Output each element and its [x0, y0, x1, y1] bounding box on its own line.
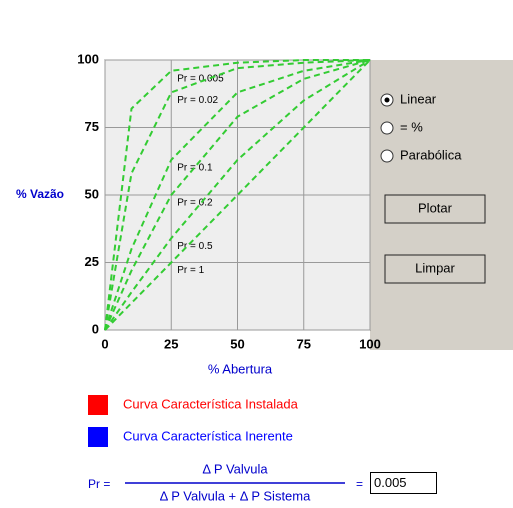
- pr-input-box[interactable]: 0.005: [370, 472, 440, 498]
- radio-label[interactable]: = %: [400, 119, 423, 134]
- y-tick-label: 75: [85, 119, 99, 134]
- button-label[interactable]: Plotar: [418, 200, 453, 215]
- curve-label: Pr = 0.02: [177, 95, 218, 106]
- x-tick-label: 0: [101, 336, 108, 351]
- curve-label: Pr = 0.2: [177, 198, 213, 209]
- y-tick-label: 50: [85, 186, 99, 201]
- curve-label: Pr = 0.005: [177, 73, 224, 84]
- y-tick-label: 100: [77, 51, 99, 66]
- formula-equals: =: [356, 477, 363, 491]
- x-tick-label: 50: [230, 336, 244, 351]
- y-tick-label: 0: [92, 321, 99, 336]
- legend-swatch: [88, 427, 108, 447]
- formula-lhs: Pr =: [88, 477, 110, 491]
- formula-denominator: Δ P Valvula + Δ P Sistema: [160, 488, 311, 503]
- radio-button[interactable]: [381, 122, 393, 134]
- screen: % Abertura % Vazão 0.005 0 25 50 75 100 0 25 50…: [0, 0, 513, 508]
- radio-button[interactable]: [381, 150, 393, 162]
- curve-label: Pr = 1: [177, 265, 204, 276]
- pr-input[interactable]: 0.005: [370, 472, 437, 494]
- y-tick-label: 25: [85, 254, 99, 269]
- x-tick-label: 75: [297, 336, 311, 351]
- legend-swatch: [88, 395, 108, 415]
- curve-label: Pr = 0.1: [177, 163, 213, 174]
- y-axis-label: % Vazão: [16, 187, 64, 201]
- legend-label: Curva Característica Inerente: [123, 428, 293, 443]
- radio-dot: [385, 98, 390, 103]
- legend-label: Curva Característica Instalada: [123, 396, 299, 411]
- radio-label[interactable]: Linear: [400, 91, 437, 106]
- formula-numerator: Δ P Valvula: [202, 461, 268, 476]
- x-tick-label: 25: [164, 336, 178, 351]
- x-axis-label: % Abertura: [208, 361, 273, 376]
- button-label[interactable]: Limpar: [415, 260, 455, 275]
- x-tick-label: 100: [359, 336, 381, 351]
- radio-label[interactable]: Parabólica: [400, 147, 462, 162]
